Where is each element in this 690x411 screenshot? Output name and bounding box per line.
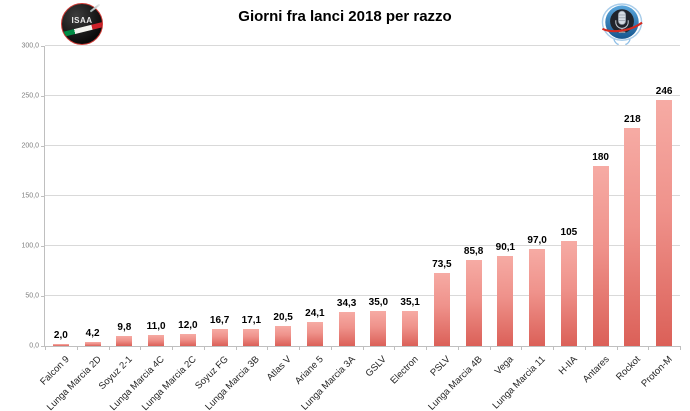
chart-bar [465,260,482,346]
chart-bar [211,329,228,346]
logo-left-leg [613,39,619,46]
y-axis-tick [41,296,44,297]
y-axis-tick [41,346,44,347]
chart-bar [433,272,450,346]
chart-bar [529,249,546,346]
isaa-logo-text: ISAA [71,16,93,25]
x-axis-tick [426,346,427,350]
x-axis-tick [330,346,332,350]
chart-bar [116,336,133,346]
gridline [45,245,680,246]
bar-value-label: 35,1 [400,296,420,308]
isaa-logo: ISAA [61,3,103,45]
chart-title: Giorni fra lanci 2018 per razzo [238,8,452,25]
y-tick-label: 0,0 [29,342,39,350]
x-axis-tick [172,346,173,350]
chart-bar [148,335,165,346]
x-axis-tick [362,346,364,350]
gridline [45,145,680,146]
logo-right-leg [625,39,631,46]
x-axis-tick [616,346,618,350]
red-swoosh-icon [601,21,643,33]
y-axis-line [44,46,45,347]
x-axis-tick [394,346,396,350]
chart-bar [179,334,196,346]
chart-bar [243,328,260,346]
x-axis-tick [108,346,110,350]
chart-bar [338,311,355,346]
x-axis-tick [45,346,46,350]
bar-value-label: 85,8 [463,246,484,258]
y-axis-tick [41,196,44,197]
bar-value-label: 2,0 [53,330,68,341]
y-tick-label: 50,0 [25,292,39,300]
x-axis-tick [648,346,650,350]
y-tick-label: 200,0 [21,142,39,150]
x-axis-tick [489,346,491,350]
bar-value-label: 97,0 [527,235,547,246]
x-axis-tick [457,346,459,350]
gridline [45,295,680,296]
y-tick-label: 250,0 [21,92,39,100]
x-axis-tick [203,346,205,350]
bar-value-label: 17,1 [241,314,262,326]
bar-value-label: 4,2 [85,327,100,339]
x-axis-tick [140,346,142,350]
bar-value-label: 105 [560,227,578,238]
bar-value-label: 35,0 [368,297,389,308]
bar-value-label: 9,8 [117,322,132,334]
bar-value-label: 11,0 [146,321,166,332]
bar-value-label: 12,0 [178,320,198,331]
chart-bar [370,311,387,346]
isaa-logo-circle: ISAA [61,3,103,45]
bar-value-label: 218 [624,114,641,125]
x-axis-tick [680,346,681,350]
bar-value-label: 90,1 [495,241,516,253]
x-axis-tick [521,346,523,350]
chart-bar [306,321,323,346]
plot-area: 0,0 50,0 100,0 150,0 200,0 250,0 300,0 2,0 Falco… [21,43,681,411]
y-axis-tick [41,146,44,147]
gridline [45,95,680,96]
x-axis-tick [76,346,78,350]
x-axis-tick [553,346,554,350]
x-axis-tick [584,346,586,350]
astronauticast-logo [601,3,643,46]
y-tick-label: 150,0 [21,192,39,200]
bar-value-label: 246 [655,86,673,97]
x-axis-tick [235,346,237,350]
bar-value-label: 16,7 [209,315,230,327]
chart-bar [275,325,292,346]
chart-bar [52,344,69,346]
chart-bar [497,255,514,346]
y-axis-tick [41,46,44,47]
chart-bar [656,100,673,346]
chart-bar [592,166,609,346]
y-tick-label: 100,0 [21,242,39,250]
gridline [45,45,680,46]
x-axis-tick [299,346,300,350]
astronauticast-logo-graphic [601,3,643,46]
chart-bar [560,241,577,346]
gridline [45,195,680,196]
bar-value-label: 73,5 [432,258,452,270]
bar-value-label: 20,5 [273,311,293,323]
bar-value-label: 24,1 [305,307,325,319]
y-axis-tick [41,96,44,97]
microphone-icon [615,10,629,33]
x-axis-tick [267,346,269,350]
bar-value-label: 180 [592,152,609,163]
chart-bar [84,341,101,346]
y-axis-tick [41,246,44,247]
chart-bar [624,128,641,346]
y-tick-label: 300,0 [21,42,39,50]
chart-bar [402,310,419,346]
bar-value-label: 34,3 [336,297,357,309]
